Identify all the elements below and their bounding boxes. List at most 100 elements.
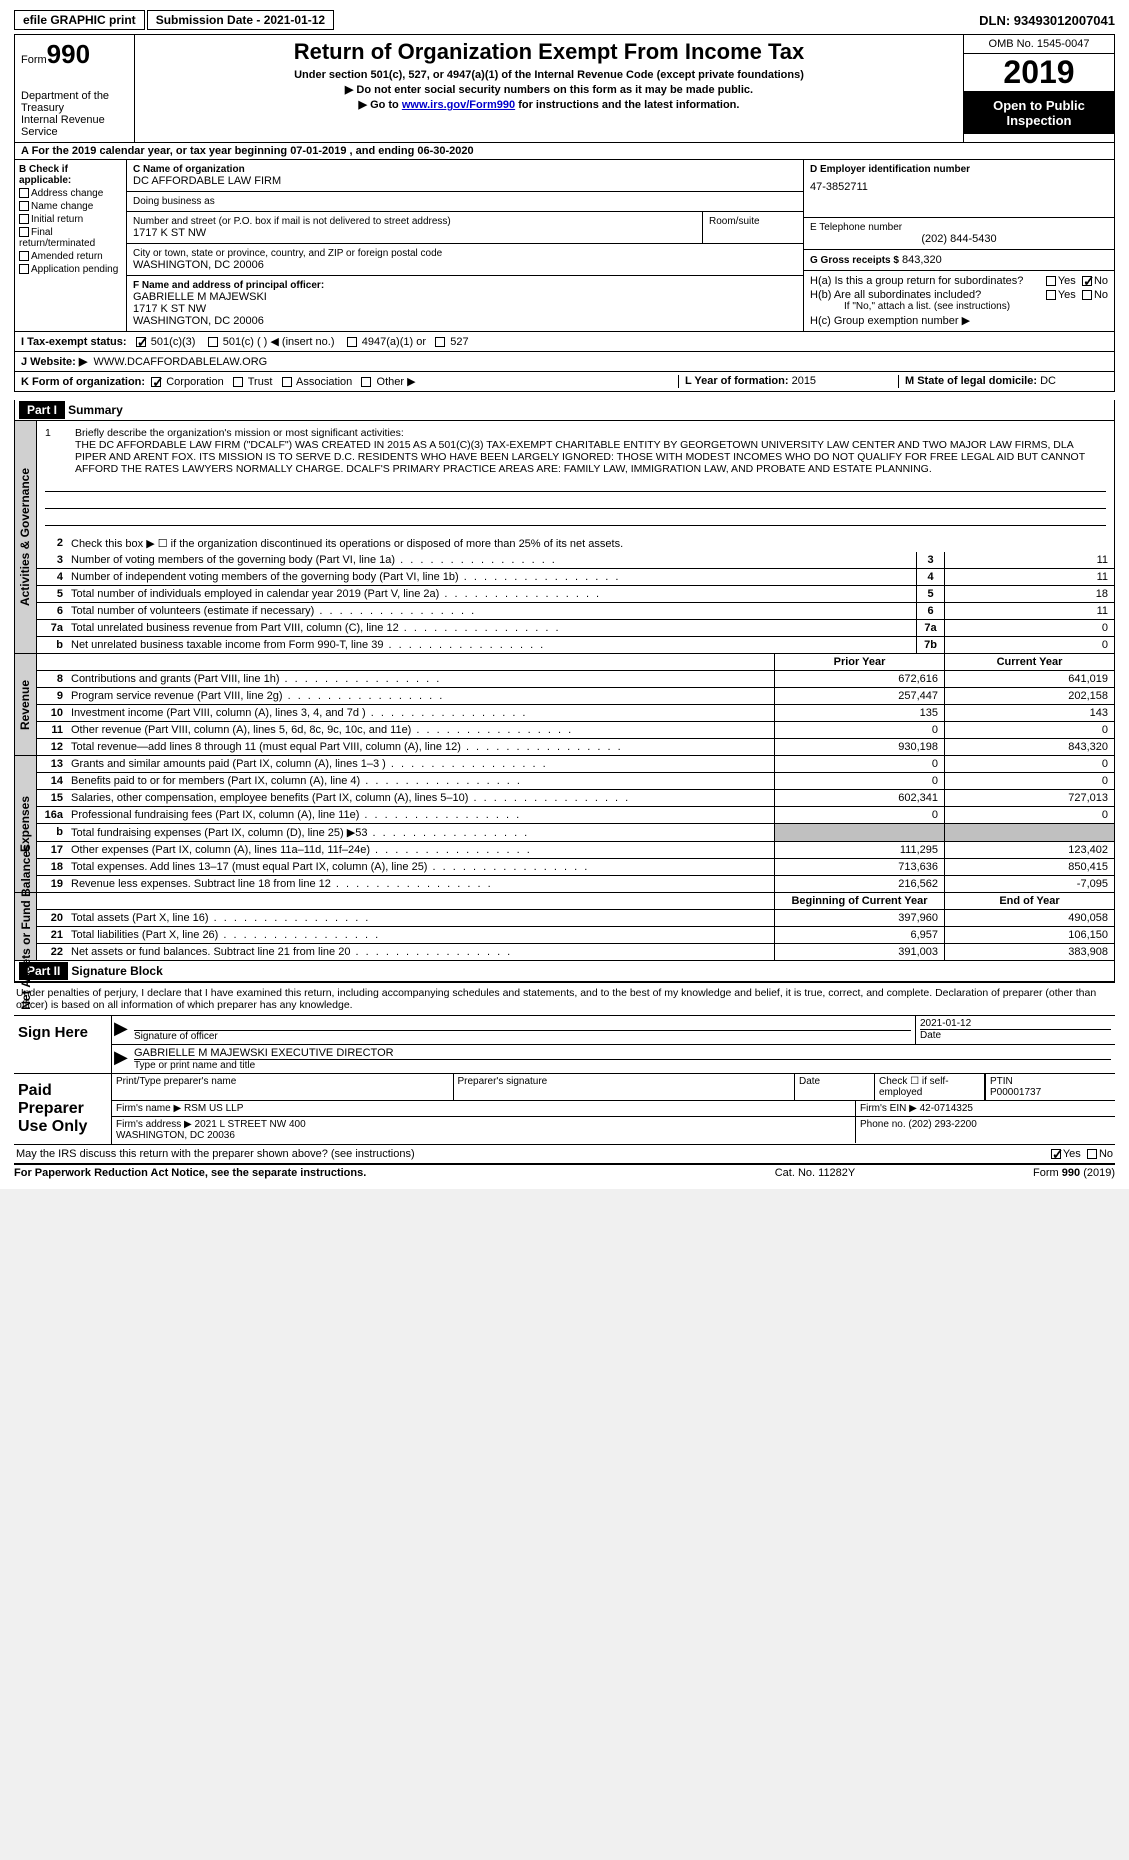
firm-ein-label: Firm's EIN ▶ (860, 1103, 917, 1114)
firm-name-label: Firm's name ▶ (116, 1103, 181, 1114)
th-beg: Beginning of Current Year (774, 893, 944, 909)
c-dba-lbl: Doing business as (133, 196, 797, 207)
sig-name-label: Type or print name and title (134, 1059, 1111, 1071)
instr2-post: for instructions and the latest informat… (515, 99, 739, 111)
open-public-inspection: Open to Public Inspection (964, 92, 1114, 134)
footer-right: Form 990 (2019) (915, 1167, 1115, 1179)
form-subtitle: Under section 501(c), 527, or 4947(a)(1)… (143, 69, 955, 81)
ha-no[interactable] (1082, 276, 1092, 286)
c-city-lbl: City or town, state or province, country… (133, 248, 797, 259)
cb-4947[interactable] (347, 337, 357, 347)
form-990-page: efile GRAPHIC print Submission Date - 20… (0, 0, 1129, 1189)
cb-501c3[interactable] (136, 337, 146, 347)
discuss-no-cb[interactable] (1087, 1149, 1097, 1159)
prep-date-label: Date (799, 1076, 870, 1087)
firm-ein: 42-0714325 (920, 1103, 973, 1114)
entity-grid: B Check if applicable: Address change Na… (14, 160, 1115, 332)
hc-text: H(c) Group exemption number ▶ (810, 314, 1108, 327)
line-b: b Total fundraising expenses (Part IX, c… (37, 824, 1114, 842)
discuss-text: May the IRS discuss this return with the… (16, 1148, 1051, 1160)
cb-501c[interactable] (208, 337, 218, 347)
ha-yes[interactable] (1046, 276, 1056, 286)
paid-prep-label: Paid Preparer Use Only (14, 1074, 112, 1144)
cb-trust[interactable] (233, 377, 243, 387)
part1-netassets: Net Assets or Fund Balances Beginning of… (14, 893, 1115, 961)
instruction-2: ▶ Go to www.irs.gov/Form990 for instruct… (143, 98, 955, 111)
g-gross-lbl: G Gross receipts $ (810, 255, 899, 266)
row-k-form-org: K Form of organization: Corporation Trus… (14, 372, 1115, 392)
row-i-tax-status: I Tax-exempt status: 501(c)(3) 501(c) ( … (14, 332, 1115, 352)
sign-here-block: Sign Here ▶ Signature of officer 2021-01… (14, 1015, 1115, 1073)
header-right: OMB No. 1545-0047 2019 Open to Public In… (964, 35, 1114, 142)
g-gross: 843,320 (902, 254, 942, 266)
l-val: 2015 (792, 375, 816, 387)
e-tel-lbl: E Telephone number (810, 222, 1108, 233)
hb-no[interactable] (1082, 290, 1092, 300)
tax-year: 2019 (964, 54, 1114, 92)
omb-number: OMB No. 1545-0047 (964, 35, 1114, 54)
vlabel-netassets: Net Assets or Fund Balances (15, 893, 37, 960)
footer-mid: Cat. No. 11282Y (715, 1167, 915, 1179)
col-b: B Check if applicable: Address change Na… (15, 160, 127, 331)
row-a-tax-year: A For the 2019 calendar year, or tax yea… (14, 143, 1115, 160)
m-val: DC (1040, 375, 1056, 387)
form-header: Form990 Department of the Treasury Inter… (14, 34, 1115, 143)
header-left: Form990 Department of the Treasury Inter… (15, 35, 135, 142)
c-officer-lbl: F Name and address of principal officer: (133, 280, 324, 291)
form-label: Form (21, 54, 47, 66)
footer-left: For Paperwork Reduction Act Notice, see … (14, 1167, 715, 1179)
sig-date-label: Date (920, 1029, 1111, 1041)
c-name-lbl: C Name of organization (133, 164, 245, 175)
submission-date-button[interactable]: Submission Date - 2021-01-12 (147, 10, 334, 30)
gov-line-5: 5 Total number of individuals employed i… (37, 586, 1114, 603)
paid-preparer-block: Paid Preparer Use Only Print/Type prepar… (14, 1073, 1115, 1144)
line-15: 15 Salaries, other compensation, employe… (37, 790, 1114, 807)
hb-note: If "No," attach a list. (see instruction… (844, 301, 1108, 312)
gov-line-b: b Net unrelated business taxable income … (37, 637, 1114, 653)
k-label: K Form of organization: (21, 376, 145, 388)
cb-name[interactable]: Name change (19, 201, 122, 212)
ha-text: H(a) Is this a group return for subordin… (810, 275, 1046, 287)
cb-other[interactable] (361, 377, 371, 387)
sign-here-label: Sign Here (14, 1016, 112, 1073)
part1-expenses: Expenses 13 Grants and similar amounts p… (14, 756, 1115, 893)
c-name: DC AFFORDABLE LAW FIRM (133, 175, 797, 187)
sig-date: 2021-01-12 (920, 1018, 1111, 1029)
cb-app[interactable]: Application pending (19, 264, 122, 275)
col-b-hdr: B Check if applicable: (19, 164, 71, 186)
c-officer: GABRIELLE M MAJEWSKI 1717 K ST NW WASHIN… (133, 291, 797, 327)
ptin-value: P00001737 (990, 1087, 1111, 1098)
line-21: 21 Total liabilities (Part X, line 26) 6… (37, 927, 1114, 944)
cb-final[interactable]: Final return/terminated (19, 227, 122, 249)
line-13: 13 Grants and similar amounts paid (Part… (37, 756, 1114, 773)
irs-link[interactable]: www.irs.gov/Form990 (402, 99, 515, 111)
firm-addr-label: Firm's address ▶ (116, 1119, 192, 1130)
efile-print-button[interactable]: efile GRAPHIC print (14, 10, 145, 30)
cb-assoc[interactable] (282, 377, 292, 387)
discuss-yes-cb[interactable] (1051, 1149, 1061, 1159)
prep-sig-label: Preparer's signature (458, 1076, 791, 1087)
dept-text: Department of the Treasury Internal Reve… (21, 90, 128, 138)
line-9: 9 Program service revenue (Part VIII, li… (37, 688, 1114, 705)
hb-yes[interactable] (1046, 290, 1056, 300)
line-22: 22 Net assets or fund balances. Subtract… (37, 944, 1114, 960)
instruction-1: ▶ Do not enter social security numbers o… (143, 83, 955, 96)
line-12: 12 Total revenue—add lines 8 through 11 … (37, 739, 1114, 755)
instr2-pre: ▶ Go to (359, 99, 402, 111)
arrow-icon: ▶ (112, 1016, 130, 1044)
perjury-text: Under penalties of perjury, I declare th… (14, 982, 1115, 1015)
cb-addr[interactable]: Address change (19, 188, 122, 199)
cb-527[interactable] (435, 337, 445, 347)
line2-text: Check this box ▶ ☐ if the organization d… (67, 535, 1114, 552)
page-footer: For Paperwork Reduction Act Notice, see … (14, 1163, 1115, 1179)
cb-amend[interactable]: Amended return (19, 251, 122, 262)
header-mid: Return of Organization Exempt From Incom… (135, 35, 964, 142)
m-label: M State of legal domicile: (905, 375, 1037, 387)
top-bar: efile GRAPHIC print Submission Date - 20… (14, 10, 1115, 30)
line-8: 8 Contributions and grants (Part VIII, l… (37, 671, 1114, 688)
part1-title: Summary (68, 403, 123, 417)
vlabel-governance: Activities & Governance (15, 421, 37, 653)
line-18: 18 Total expenses. Add lines 13–17 (must… (37, 859, 1114, 876)
cb-corp[interactable] (151, 377, 161, 387)
cb-init[interactable]: Initial return (19, 214, 122, 225)
